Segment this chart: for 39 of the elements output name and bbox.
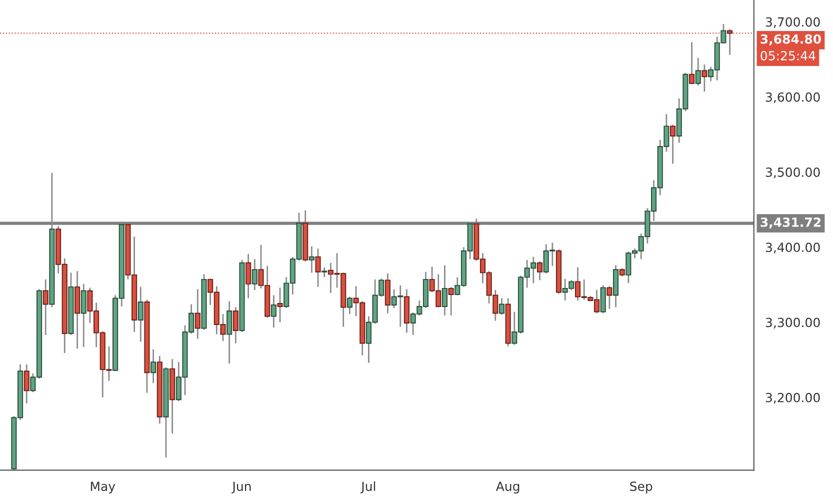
candlestick xyxy=(80,283,86,348)
y-tick-label: 3,200.00 xyxy=(766,392,820,404)
candlestick xyxy=(150,348,156,384)
x-tick-label: May xyxy=(90,482,116,494)
candlestick xyxy=(536,260,543,281)
ref-line-label: 3,431.72 xyxy=(760,217,820,229)
x-tick-label: Jul xyxy=(360,481,376,494)
candlestick xyxy=(226,300,232,364)
candlestick xyxy=(670,124,676,164)
y-tick-label: 3,700.00 xyxy=(766,17,820,28)
candlestick xyxy=(346,296,352,315)
candlestick xyxy=(322,266,328,278)
y-tick-label: 3,500.00 xyxy=(766,167,820,178)
x-tick-label: Aug xyxy=(496,482,520,494)
candlestick xyxy=(498,298,504,316)
candlestick xyxy=(689,41,695,85)
candlestick xyxy=(702,64,708,92)
candlestick xyxy=(138,286,144,342)
candlestick xyxy=(270,294,276,328)
candlestick xyxy=(448,286,454,316)
candlestick xyxy=(232,306,238,344)
candlestick xyxy=(695,57,701,86)
candlestick xyxy=(246,253,252,299)
x-tick-label: Jun xyxy=(232,482,251,494)
y-tick-label: 3,400.00 xyxy=(766,242,820,254)
candlestick xyxy=(252,258,258,291)
ref-line-label: 3,684.80 xyxy=(760,34,821,46)
candlestick xyxy=(442,264,448,316)
candlestick xyxy=(24,364,30,404)
candlestick xyxy=(606,286,612,310)
text: 05:25:44 xyxy=(760,50,816,60)
candlestick xyxy=(194,288,200,340)
y-tick-label: 3,300.00 xyxy=(766,318,820,328)
y-tick-label: 3,600.00 xyxy=(766,92,820,104)
candlestick xyxy=(315,248,321,288)
candlestick xyxy=(42,278,48,336)
x-tick-label: Sep xyxy=(630,482,652,494)
candlestick xyxy=(308,246,314,274)
candlestick xyxy=(277,287,283,323)
